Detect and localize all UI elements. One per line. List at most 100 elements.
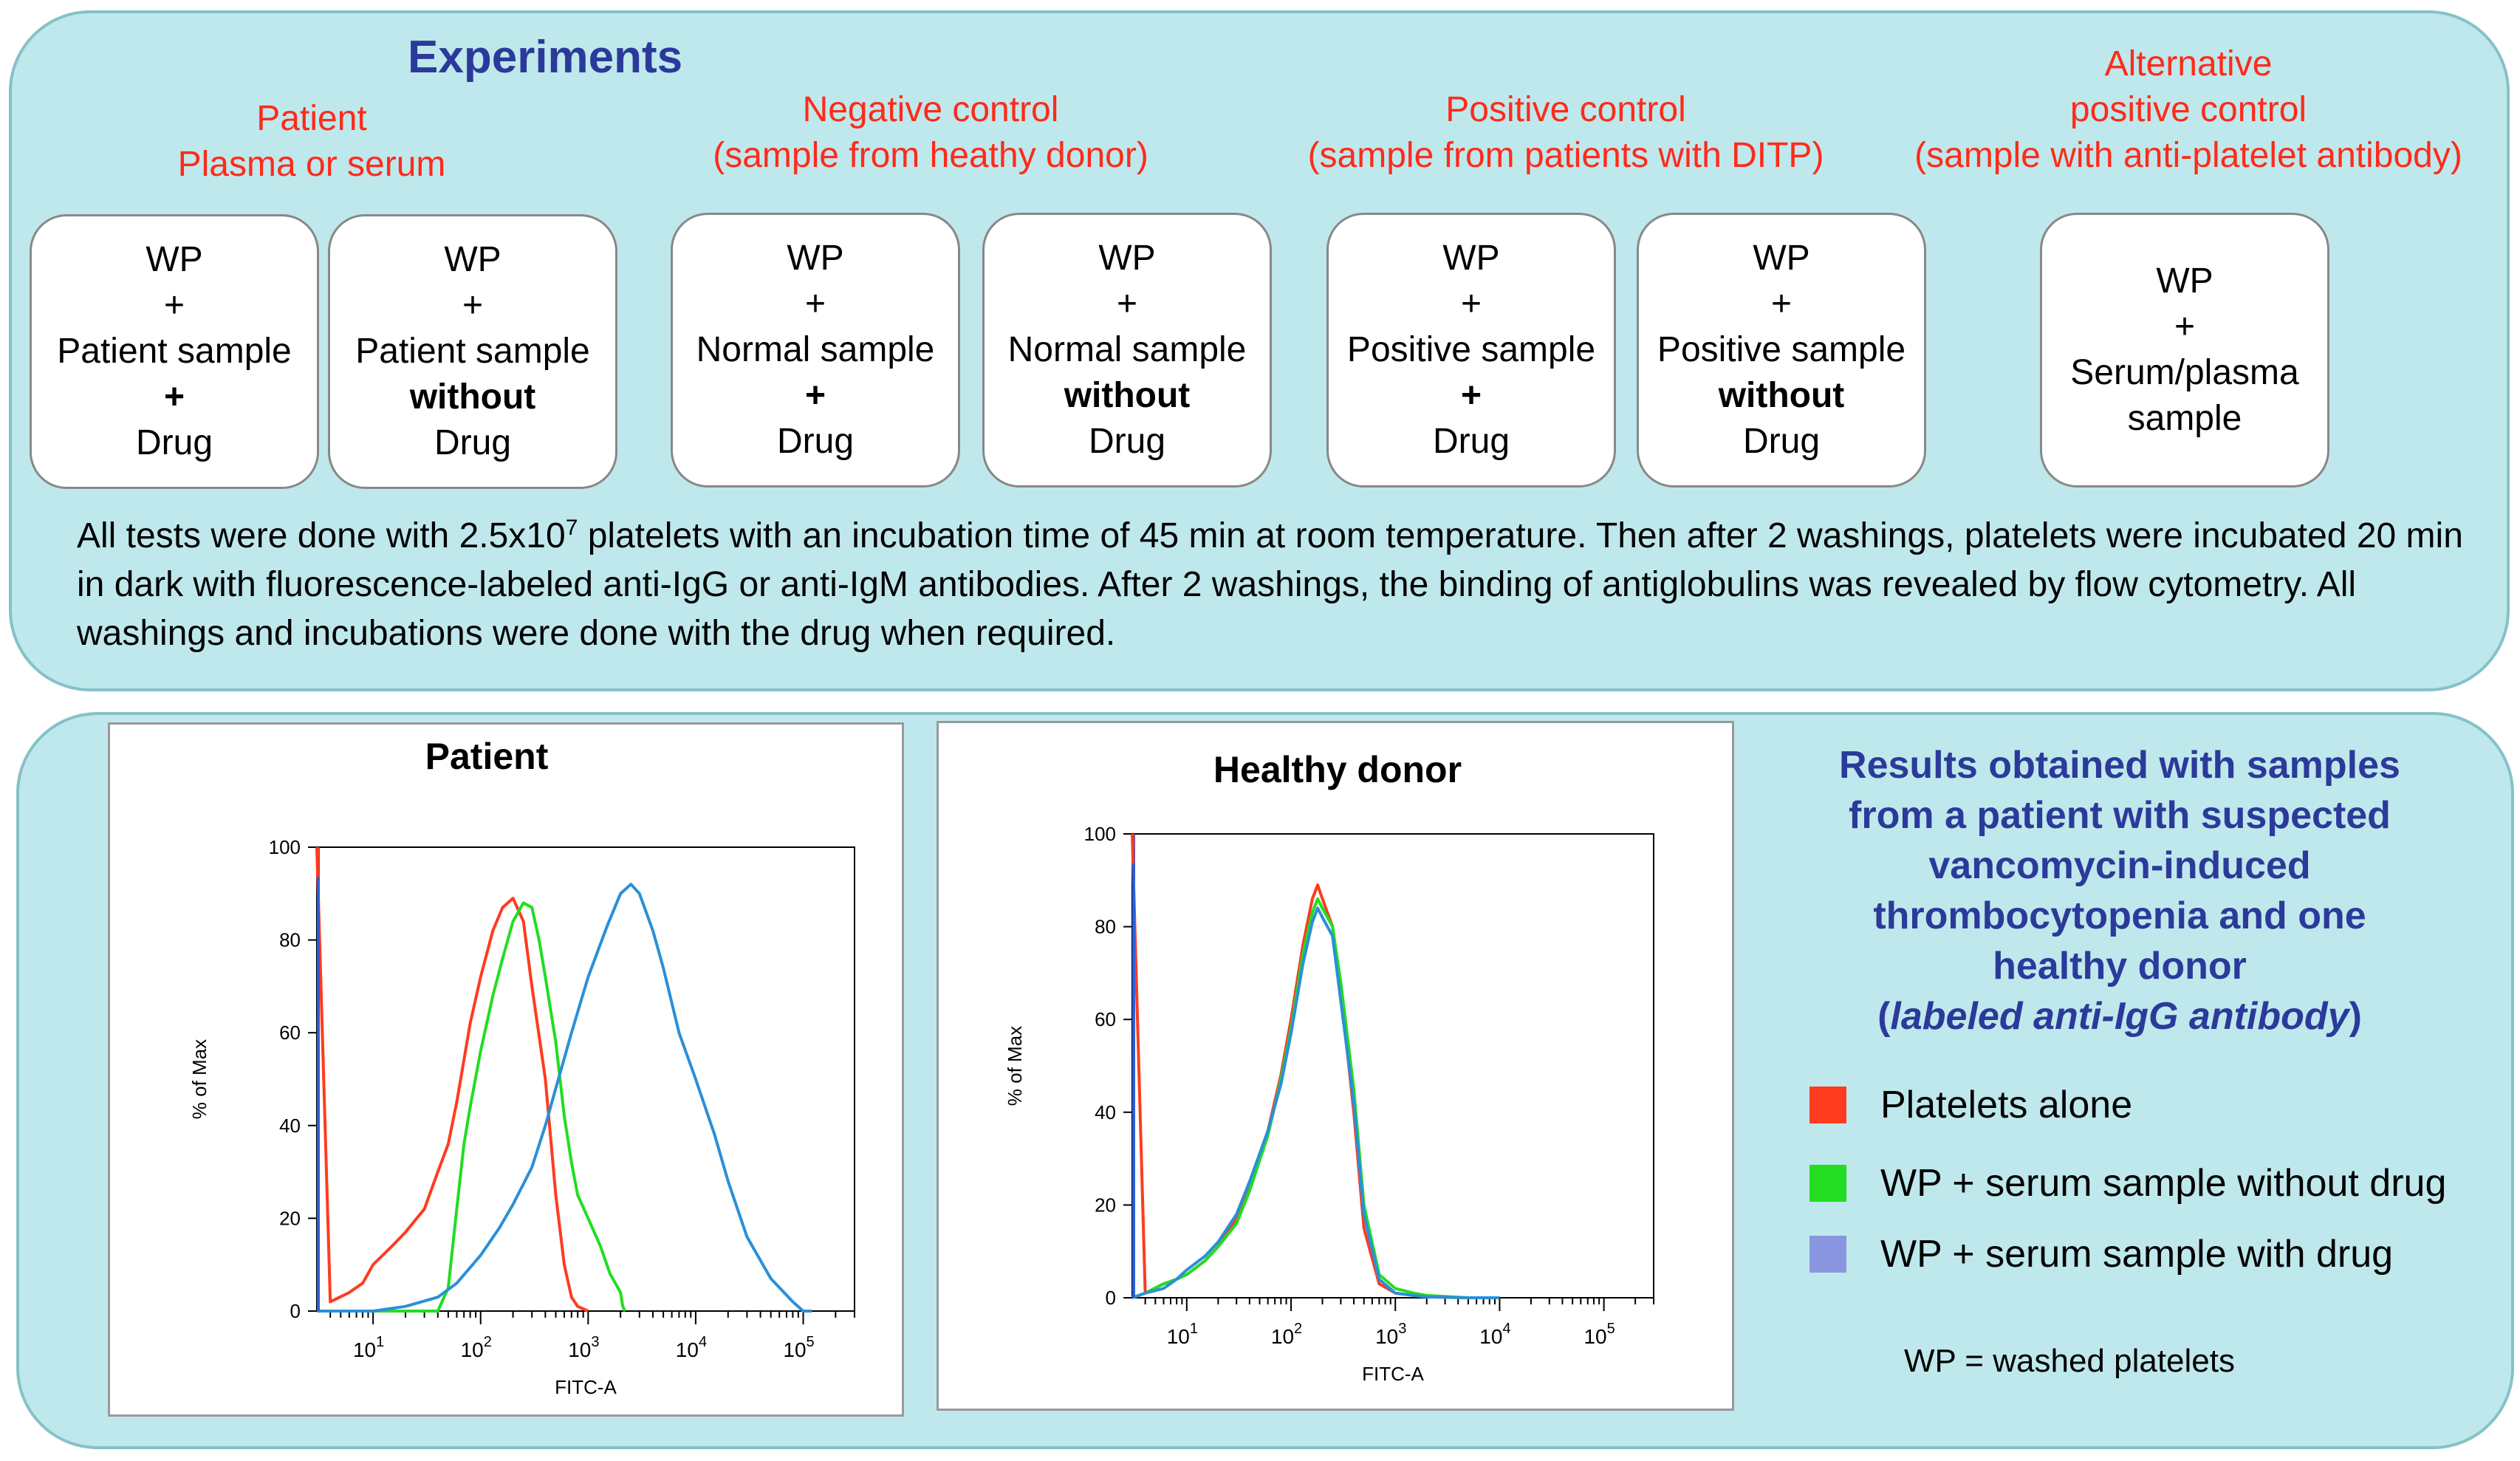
card-line: Drug	[434, 423, 512, 462]
series-line-2	[1131, 906, 1500, 1299]
x-axis-label: FITC-A	[1362, 1363, 1424, 1385]
series-line-1	[317, 901, 627, 1313]
card-line: +	[2174, 307, 2196, 346]
card-line: WP	[1753, 239, 1810, 278]
series-line-0	[315, 846, 589, 1313]
card-line: +	[804, 376, 826, 415]
x-tick-label: 105	[1583, 1321, 1615, 1348]
card-line: Patient sample	[355, 332, 590, 371]
legend-item-platelets-alone: Platelets alone	[1809, 1083, 2132, 1127]
card-line: Serum/plasma	[2070, 353, 2299, 392]
y-tick-label: 60	[279, 1022, 301, 1044]
card-positive-with-drug: WP + Positive sample + Drug	[1326, 213, 1616, 487]
y-tick-label: 40	[279, 1115, 301, 1137]
card-line: +	[462, 286, 484, 325]
y-tick-label: 60	[1095, 1008, 1116, 1030]
group-label-positive-control: Positive control (sample from patients w…	[1278, 87, 1854, 179]
card-line: +	[163, 377, 185, 417]
group-label-line: (sample with anti-platelet antibody)	[1914, 136, 2462, 175]
x-tick-label: 101	[1167, 1321, 1198, 1348]
card-line: +	[1770, 284, 1793, 324]
experiments-title: Experiments	[408, 32, 683, 83]
x-axis-label: FITC-A	[555, 1376, 617, 1398]
results-title-line: (labeled anti-IgG antibody)	[1877, 995, 2362, 1038]
x-tick-label: 102	[461, 1334, 492, 1361]
card-line: without	[409, 377, 536, 417]
group-label-line: (sample from heathy donor)	[713, 136, 1148, 175]
legend-swatch-blue	[1809, 1236, 1846, 1273]
legend-swatch-red	[1809, 1087, 1846, 1123]
experiment-description: All tests were done with 2.5x107 platele…	[77, 504, 2485, 658]
group-label-line: (sample from patients with DITP)	[1307, 136, 1824, 175]
card-line: Drug	[1432, 422, 1510, 461]
group-label-line: Positive control	[1445, 90, 1686, 129]
card-line: Drug	[1742, 422, 1821, 461]
x-tick-label: 101	[353, 1334, 384, 1361]
description-text: All tests were done with 2.5x10	[77, 516, 566, 555]
card-line: WP	[1442, 239, 1500, 278]
card-line: sample	[2127, 399, 2242, 438]
group-label-line: positive control	[2069, 90, 2307, 129]
card-normal-without-drug: WP + Normal sample without Drug	[982, 213, 1272, 487]
x-tick-label: 102	[1271, 1321, 1302, 1348]
y-tick-label: 20	[279, 1207, 301, 1229]
group-label-negative-control: Negative control (sample from heathy don…	[665, 87, 1196, 179]
footnote: WP = washed platelets	[1904, 1343, 2235, 1379]
y-tick-label: 0	[290, 1300, 301, 1322]
patient-histogram: Patient 0 20 40 60 80 100 101 102 103 104 105 FITC-A…	[188, 736, 855, 1398]
card-line: Drug	[776, 422, 855, 461]
x-tick-label: 104	[1479, 1321, 1510, 1348]
results-title-line: vancomycin-induced	[1928, 844, 2311, 887]
y-tick-label: 100	[269, 836, 301, 858]
group-label-alternative-control: Alternative positive control (sample wit…	[1882, 41, 2495, 179]
results-title-line: from a patient with suspected	[1849, 794, 2391, 837]
x-tick-label: 103	[568, 1334, 599, 1361]
patient-plot: Patient 0 20 40 60 80 100 101 102 103 104 105 FITC-A…	[108, 722, 904, 1417]
x-tick-label: 104	[676, 1334, 707, 1361]
chart-title: Healthy donor	[1213, 749, 1462, 790]
x-tick-label: 105	[783, 1334, 814, 1361]
card-line: Drug	[1088, 422, 1166, 461]
healthy-donor-plot: Healthy donor 0 20 40 60 80 100 101 102 103 104 105…	[937, 721, 1734, 1411]
card-line: +	[1460, 284, 1482, 324]
card-positive-without-drug: WP + Positive sample without Drug	[1637, 213, 1926, 487]
card-line: WP	[145, 240, 203, 279]
results-title: Results obtained with samples from a pat…	[1765, 740, 2474, 1041]
series-line-1	[1131, 897, 1500, 1299]
card-line: +	[163, 286, 185, 325]
group-label-line: Negative control	[802, 90, 1059, 129]
card-patient-without-drug: WP + Patient sample without Drug	[328, 214, 617, 489]
y-tick-label: 80	[279, 929, 301, 951]
card-line: Normal sample	[1007, 330, 1247, 369]
card-patient-with-drug: WP + Patient sample + Drug	[30, 214, 319, 489]
plot-frame	[1131, 833, 1654, 1299]
y-axis-label: % of Max	[188, 1039, 210, 1119]
group-label-line: Plasma or serum	[177, 145, 446, 184]
y-tick-label: 80	[1095, 916, 1116, 938]
legend-label: WP + serum sample with drug	[1880, 1233, 2394, 1276]
x-tick-label: 103	[1375, 1321, 1406, 1348]
card-line: Normal sample	[696, 330, 935, 369]
results-title-italic: labeled anti-IgG antibody	[1890, 995, 2349, 1038]
group-label-line: Alternative	[2104, 44, 2273, 83]
card-line: without	[1064, 376, 1191, 415]
card-normal-with-drug: WP + Normal sample + Drug	[671, 213, 960, 487]
card-line: Positive sample	[1657, 330, 1906, 369]
legend-label: Platelets alone	[1880, 1084, 2133, 1126]
card-line: WP	[444, 240, 501, 279]
card-line: WP	[1098, 239, 1156, 278]
y-tick-label: 20	[1095, 1194, 1116, 1216]
card-line: +	[1116, 284, 1138, 324]
description-exponent: 7	[565, 516, 578, 540]
card-line: WP	[2156, 261, 2213, 301]
results-title-line: healthy donor	[1993, 945, 2247, 988]
healthy-donor-histogram: Healthy donor 0 20 40 60 80 100 101 102 103 104 105…	[1004, 749, 1654, 1385]
results-title-line: thrombocytopenia and one	[1873, 894, 2366, 937]
group-label-patient: Patient Plasma or serum	[164, 96, 459, 188]
card-line: +	[1460, 376, 1482, 415]
card-line: Positive sample	[1346, 330, 1596, 369]
y-tick-label: 40	[1095, 1101, 1116, 1123]
y-tick-label: 0	[1106, 1287, 1116, 1309]
chart-title: Patient	[425, 736, 549, 777]
results-title-line: Results obtained with samples	[1839, 744, 2400, 787]
